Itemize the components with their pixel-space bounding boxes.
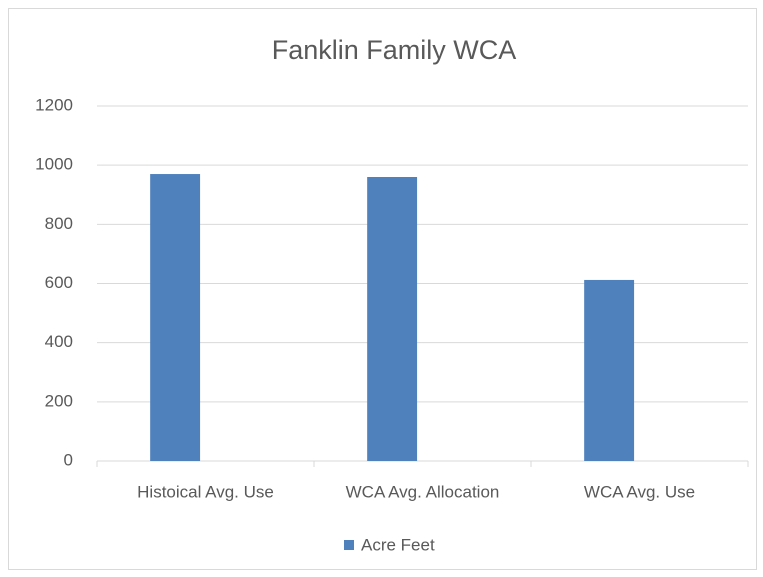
x-tick-label: WCA Avg. Use bbox=[584, 482, 695, 501]
bar bbox=[584, 279, 635, 461]
legend-swatch bbox=[344, 540, 354, 550]
y-tick-label: 200 bbox=[45, 391, 73, 410]
y-tick-label: 1200 bbox=[35, 95, 73, 114]
y-tick-label: 800 bbox=[45, 214, 73, 233]
legend-label: Acre Feet bbox=[361, 535, 435, 554]
y-tick-label: 0 bbox=[64, 450, 73, 469]
y-tick-label: 600 bbox=[45, 273, 73, 292]
x-tick-label: WCA Avg. Allocation bbox=[346, 482, 500, 501]
y-tick-label: 1000 bbox=[35, 155, 73, 174]
bar bbox=[367, 177, 418, 461]
x-tick-label: Histoical Avg. Use bbox=[137, 482, 274, 501]
chart-title: Fanklin Family WCA bbox=[272, 35, 517, 65]
y-tick-label: 400 bbox=[45, 332, 73, 351]
bar bbox=[150, 174, 201, 461]
